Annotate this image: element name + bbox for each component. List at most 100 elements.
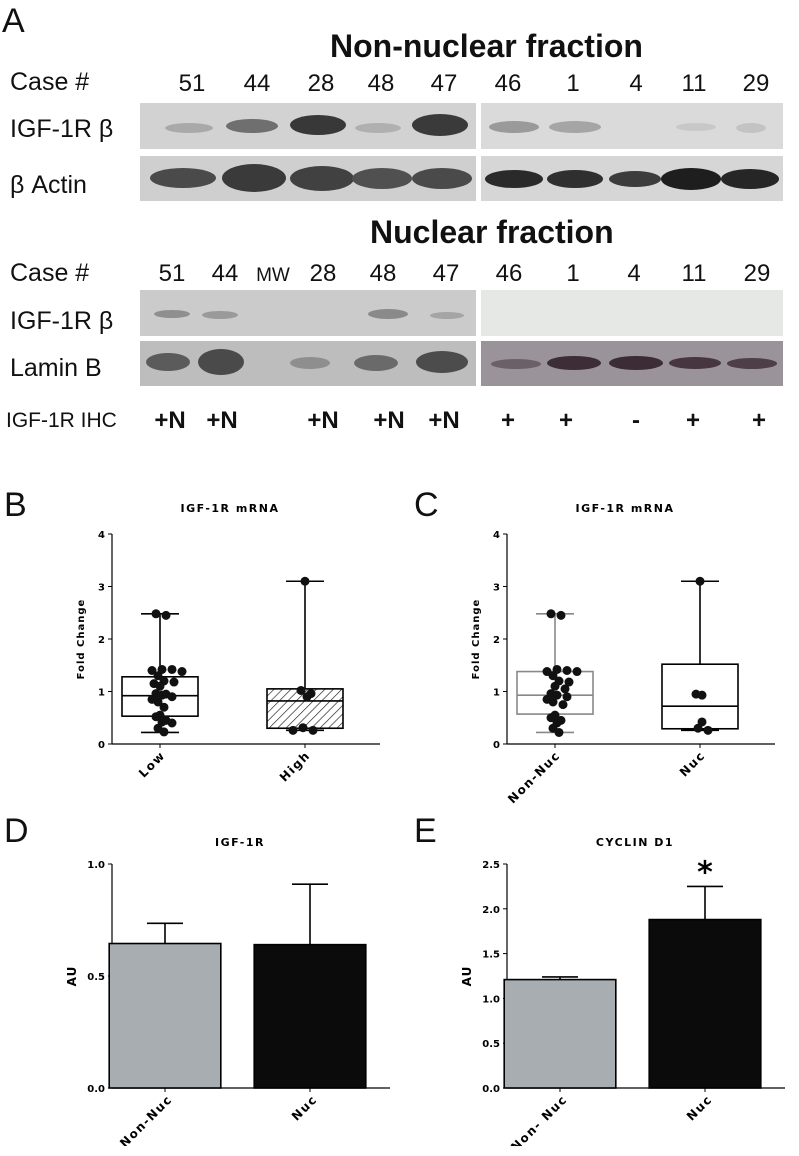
case-label-bottom: Case # (10, 259, 90, 287)
blot-igf1r-nuclear-left (140, 290, 476, 336)
data-point (147, 666, 157, 675)
y-tick-label: 0.5 (87, 972, 105, 983)
y-tick-label: 4 (98, 530, 105, 541)
blot-igf1r-nonnuclear-right (481, 103, 783, 149)
y-tick-label: 0.5 (482, 1039, 500, 1050)
data-point (550, 681, 560, 691)
data-point (546, 609, 556, 619)
data-point (155, 681, 165, 691)
panel-letter-a: A (2, 2, 25, 40)
ihc-value: +N (373, 407, 405, 434)
data-point (159, 702, 169, 712)
row-label-igf1r-top: IGF-1R β (10, 115, 114, 143)
panel-letter-d: D (4, 812, 29, 850)
row-label-laminb: Lamin B (10, 354, 102, 382)
y-tick-label: 0 (98, 740, 105, 751)
data-point (300, 576, 310, 586)
x-category-label: Low (136, 748, 168, 780)
bar (253, 943, 367, 1089)
chart-title: CYCLIN D1 (596, 836, 674, 849)
chart-title: IGF-1R mRNA (576, 502, 675, 515)
data-point (693, 723, 703, 733)
case-number: 46 (495, 260, 523, 287)
data-point (552, 690, 562, 700)
case-label-top: Case # (10, 68, 90, 96)
x-category-label: Nuc (677, 748, 708, 779)
data-point (167, 718, 177, 728)
chart-c: IGF-1R mRNA 0 1 2 3 4 Fold Change Non-Nuc Nuc (471, 502, 775, 806)
data-point (161, 610, 171, 620)
case-number: 11 (681, 70, 707, 97)
bar (648, 918, 762, 1089)
data-point (167, 664, 177, 674)
case-number: 47 (430, 70, 458, 97)
y-tick-label: 4 (493, 530, 500, 541)
panel-letter-b: B (4, 486, 27, 524)
case-number: 29 (742, 70, 770, 97)
y-tick-label: 1 (98, 688, 105, 699)
y-tick-label: 1.0 (482, 994, 500, 1005)
case-number: 4 (627, 260, 641, 287)
x-category-label: Non- Nuc (508, 1092, 570, 1146)
data-point (151, 609, 161, 619)
y-axis-label: Fold Change (76, 599, 87, 680)
data-point (703, 725, 713, 735)
case-number: 28 (307, 70, 335, 97)
case-number: 28 (309, 260, 337, 287)
ihc-value: +N (154, 407, 186, 434)
bar (503, 978, 617, 1089)
data-point (153, 671, 163, 681)
case-number: 51 (158, 260, 186, 287)
data-point (548, 697, 558, 707)
data-point (153, 697, 163, 707)
y-tick-label: 1.0 (87, 860, 105, 871)
y-tick-label: 3 (493, 583, 500, 594)
chart-title: IGF-1R mRNA (181, 502, 280, 515)
case-number: 1 (566, 70, 580, 97)
case-number: 44 (243, 70, 271, 97)
ihc-value: +N (428, 407, 460, 434)
x-category-label: Nuc (289, 1092, 320, 1123)
x-category-label: High (277, 748, 313, 784)
data-point (167, 692, 177, 702)
case-number: 47 (432, 260, 460, 287)
y-tick-label: 0.0 (482, 1084, 500, 1095)
case-number: 51 (178, 70, 206, 97)
row-label-actin: β Actin (10, 171, 87, 199)
blot-actin-left (140, 156, 476, 201)
ihc-value: + (751, 407, 766, 434)
chart-d: IGF-1R 0.0 0.5 1.0 AU Non-Nuc Nuc (65, 836, 390, 1146)
data-point (302, 692, 312, 702)
ihc-label: IGF-1R IHC (6, 409, 117, 432)
data-point (558, 700, 568, 710)
chart-e: CYCLIN D1 0.0 0.5 1.0 1.5 2.0 2.5 AU Non- Nuc Nuc… (460, 836, 785, 1146)
data-point (564, 677, 574, 687)
y-axis-label: Fold Change (471, 599, 482, 680)
data-point (697, 690, 707, 700)
data-point (695, 576, 705, 586)
data-point (554, 727, 564, 737)
data-point (562, 692, 572, 702)
data-point (308, 725, 318, 735)
ihc-value: - (632, 407, 640, 434)
case-number: 48 (367, 70, 395, 97)
significance-asterisk: * (697, 855, 713, 890)
x-category-label: Non-Nuc (505, 748, 563, 806)
y-tick-label: 2.5 (482, 860, 500, 871)
y-tick-label: 2.0 (482, 905, 500, 916)
y-tick-label: 2 (493, 635, 500, 646)
y-tick-label: 3 (98, 583, 105, 594)
x-category-label: Non-Nuc (117, 1092, 175, 1146)
blot-laminb-left (140, 341, 476, 386)
ihc-value: + (558, 407, 573, 434)
data-point (177, 667, 187, 677)
nuclear-title: Nuclear fraction (370, 214, 614, 250)
bar (108, 942, 222, 1089)
panel-letter-c: C (414, 486, 439, 524)
ihc-value: + (500, 407, 515, 434)
chart-title: IGF-1R (215, 836, 265, 849)
blot-actin-right (481, 156, 783, 201)
ihc-value: + (685, 407, 700, 434)
case-number: 1 (566, 260, 580, 287)
y-tick-label: 1.5 (482, 950, 500, 961)
